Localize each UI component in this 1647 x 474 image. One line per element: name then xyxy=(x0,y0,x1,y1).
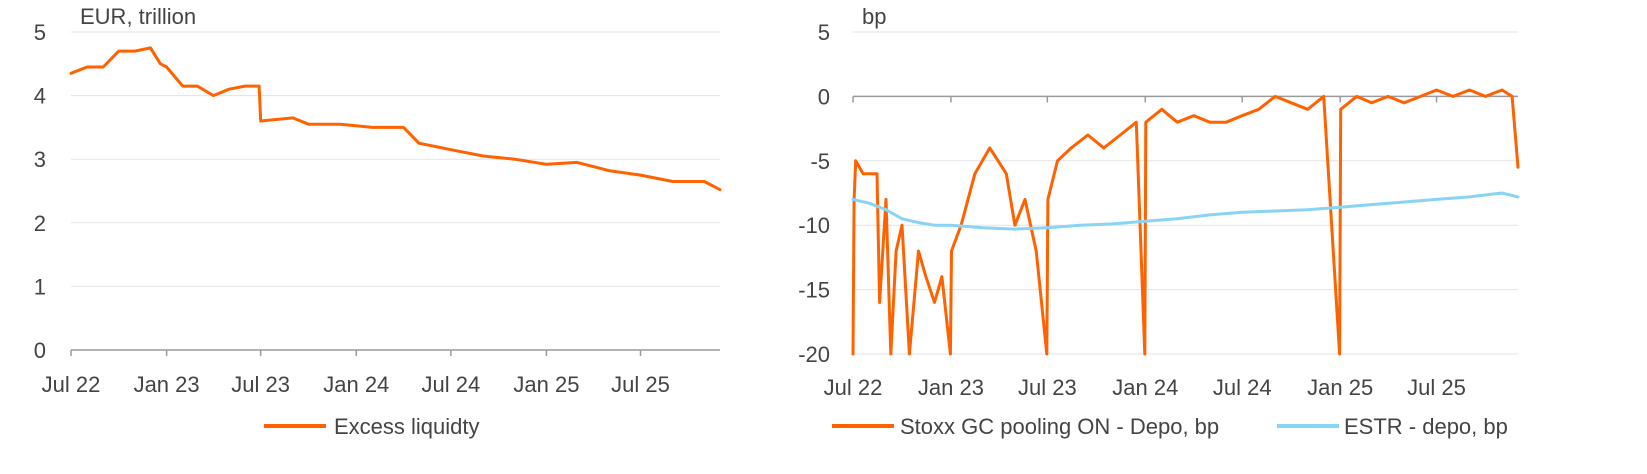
legend-label-2: ESTR - depo, bp xyxy=(1344,414,1508,439)
legend-label-1: Excess liquidty xyxy=(334,414,480,439)
right-unit-label: bp xyxy=(862,4,886,29)
left-gridlines xyxy=(70,31,720,356)
left-unit-label: EUR, trillion xyxy=(80,4,196,29)
right-x-tick-labels: Jul 22 Jan 23 Jul 23 Jan 24 Jul 24 Jan 25 Jul … xyxy=(824,375,1466,400)
x-tick-label: Jul 25 xyxy=(611,372,670,397)
right-legend: Stoxx GC pooling ON - Depo, bp ESTR - dep… xyxy=(832,414,1508,439)
left-series xyxy=(69,46,722,192)
x-tick-label: Jul 22 xyxy=(42,372,101,397)
y-tick-label: -20 xyxy=(798,342,830,367)
y-tick-label: 1 xyxy=(34,274,46,299)
y-tick-label: -15 xyxy=(798,278,830,303)
y-tick-label: -10 xyxy=(798,213,830,238)
legend-label-1: Stoxx GC pooling ON - Depo, bp xyxy=(900,414,1219,439)
repo-spread-chart: -20-15-10-505 Jul 22 Jan 23 Jul 23 Jan 24 Ju… xyxy=(798,4,1520,439)
y-tick-label: 4 xyxy=(34,84,46,109)
series-line-2 xyxy=(851,191,1520,231)
x-tick-label: Jul 25 xyxy=(1407,375,1466,400)
x-tick-label: Jul 22 xyxy=(824,375,883,400)
x-tick-label: Jul 23 xyxy=(1018,375,1077,400)
x-tick-label: Jan 24 xyxy=(323,372,389,397)
x-tick-label: Jan 25 xyxy=(1307,375,1373,400)
left-y-tick-labels: 0 1 2 3 4 5 xyxy=(34,20,46,363)
x-tick-label: Jul 24 xyxy=(1213,375,1272,400)
y-tick-label: -5 xyxy=(810,149,830,174)
left-x-tick-labels: Jul 22 Jan 23 Jul 23 Jan 24 Jul 24 Jan 25 Jul … xyxy=(42,372,670,397)
x-tick-label: Jan 24 xyxy=(1112,375,1178,400)
right-series xyxy=(851,88,1520,356)
y-tick-label: 5 xyxy=(818,20,830,45)
y-tick-label: 5 xyxy=(34,20,46,45)
x-tick-label: Jan 23 xyxy=(134,372,200,397)
x-tick-label: Jan 25 xyxy=(513,372,579,397)
x-tick-label: Jul 24 xyxy=(421,372,480,397)
left-legend: Excess liquidty xyxy=(264,414,480,439)
x-tick-label: Jul 23 xyxy=(231,372,290,397)
x-tick-label: Jan 23 xyxy=(918,375,984,400)
y-tick-label: 2 xyxy=(34,211,46,236)
series-line-1 xyxy=(851,88,1520,356)
excess-liquidity-chart: 0 1 2 3 4 5 Jul 22 Jan 23 Jul 23 Jan 24 Jul 24 Jan… xyxy=(34,4,722,439)
y-tick-label: 3 xyxy=(34,147,46,172)
right-y-tick-labels: -20 -15 -10 -5 0 5 xyxy=(798,20,830,367)
right-gridlines xyxy=(852,31,1518,355)
y-tick-label: 0 xyxy=(34,338,46,363)
series-line-1 xyxy=(69,46,722,192)
y-tick-label: 0 xyxy=(818,84,830,109)
